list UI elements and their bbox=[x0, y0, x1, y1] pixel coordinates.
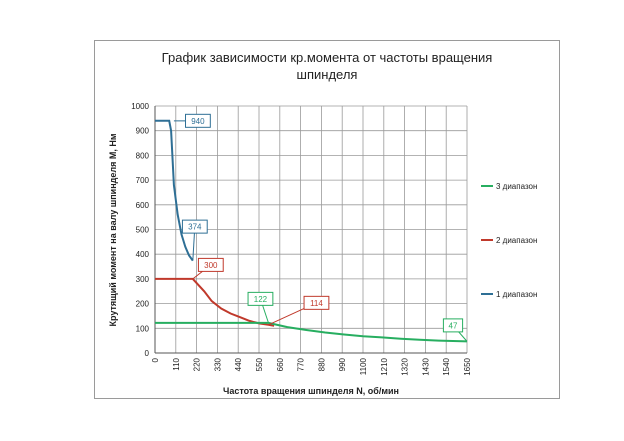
x-tick-label: 1430 bbox=[421, 357, 430, 375]
y-axis-ticks: 0 100 200 300 400 500 600 700 800 900 1000 bbox=[131, 102, 149, 358]
x-axis-title: Частота вращения шпинделя N, об/мин bbox=[223, 386, 399, 396]
y-tick-label: 200 bbox=[136, 300, 150, 309]
series-line-3 bbox=[155, 321, 468, 343]
series-line-1 bbox=[155, 119, 194, 262]
y-axis-title: Крутящий момент на валу шпинделя М, Нм bbox=[108, 133, 118, 326]
callout-label: 122 bbox=[254, 295, 268, 304]
y-tick-label: 400 bbox=[136, 250, 150, 259]
x-tick-label: 1100 bbox=[359, 357, 368, 375]
x-tick-label: 770 bbox=[297, 357, 306, 371]
x-tick-label: 1320 bbox=[401, 357, 410, 375]
legend-label: 1 диапазон bbox=[496, 290, 537, 299]
x-tick-label: 110 bbox=[172, 357, 181, 370]
x-tick-label: 990 bbox=[338, 357, 347, 371]
x-tick-label: 1210 bbox=[380, 357, 389, 375]
x-tick-label: 660 bbox=[276, 357, 285, 371]
callout-box bbox=[303, 295, 330, 310]
x-tick-label: 1650 bbox=[463, 357, 472, 375]
data-callouts: 940 374 300 114 122 47 bbox=[173, 113, 468, 342]
legend-label: 3 диапазон bbox=[496, 182, 537, 191]
legend: 3 диапазон 2 диапазон 1 диапазон bbox=[481, 182, 537, 299]
callout-box bbox=[185, 113, 211, 128]
x-tick-label: 220 bbox=[193, 357, 202, 371]
series-lines bbox=[155, 119, 468, 343]
y-tick-label: 0 bbox=[145, 349, 150, 358]
y-tick-label: 1000 bbox=[131, 102, 149, 111]
callout-box bbox=[181, 219, 208, 234]
chart-title-line-2: шпинделя bbox=[297, 67, 358, 82]
callout-label: 114 bbox=[310, 299, 323, 308]
axes bbox=[154, 106, 467, 354]
x-tick-label: 440 bbox=[234, 357, 243, 371]
callout-label: 300 bbox=[204, 261, 218, 270]
callout-box bbox=[442, 318, 464, 333]
chart-title-line-1: График зависимости кр.момента от частоты… bbox=[162, 50, 493, 65]
x-tick-label: 1540 bbox=[442, 357, 451, 375]
x-tick-label: 0 bbox=[151, 357, 160, 362]
callout-box bbox=[197, 257, 224, 272]
y-tick-label: 500 bbox=[136, 226, 150, 235]
y-tick-label: 800 bbox=[136, 151, 150, 160]
x-tick-label: 880 bbox=[317, 357, 326, 371]
y-tick-label: 900 bbox=[136, 127, 150, 136]
callout-box bbox=[247, 291, 274, 306]
callout-label: 47 bbox=[449, 321, 458, 330]
grid bbox=[155, 105, 468, 353]
chart-frame bbox=[94, 40, 560, 399]
x-tick-label: 330 bbox=[213, 357, 222, 371]
callout-label: 940 bbox=[191, 117, 205, 126]
callout-label: 374 bbox=[188, 223, 202, 232]
y-tick-label: 100 bbox=[136, 324, 150, 333]
x-tick-label: 550 bbox=[255, 357, 264, 371]
y-tick-label: 700 bbox=[136, 176, 150, 185]
y-tick-label: 600 bbox=[136, 201, 150, 210]
legend-label: 2 диапазон bbox=[496, 236, 537, 245]
y-tick-label: 300 bbox=[136, 275, 150, 284]
x-axis-ticks: 0 110 220 330 440 550 660 770 880 990 1100 1210 1320… bbox=[151, 357, 472, 375]
